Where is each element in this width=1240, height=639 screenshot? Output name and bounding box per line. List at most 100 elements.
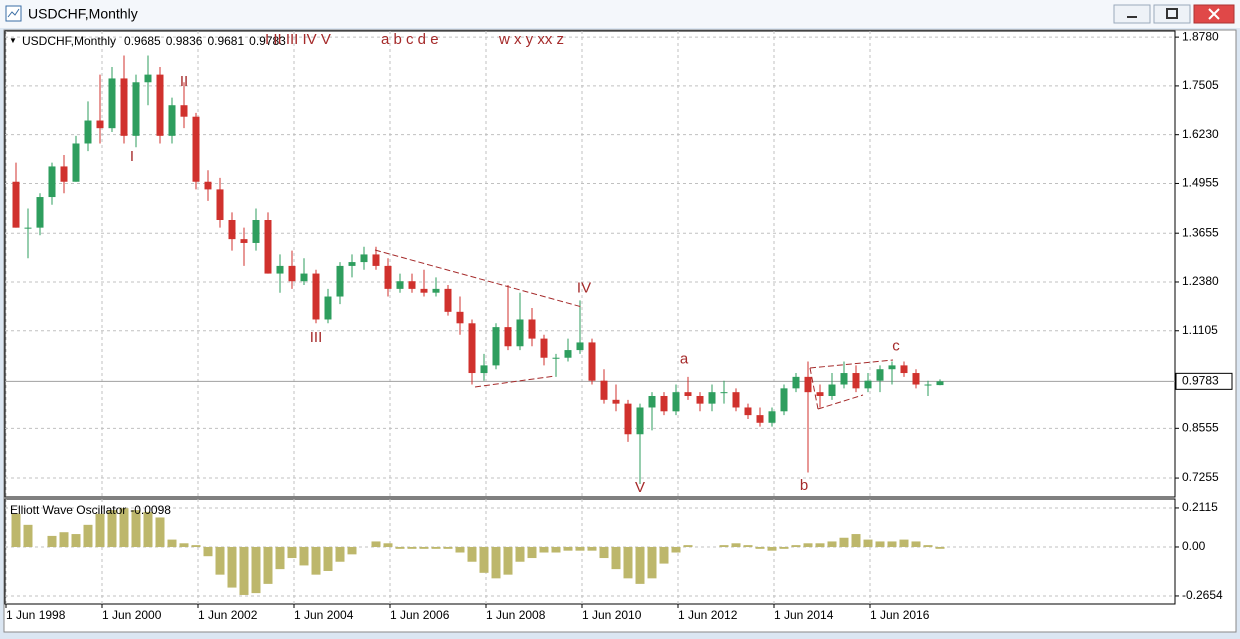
wave-label: IV: [577, 279, 591, 296]
oscillator-bar: [155, 517, 165, 547]
wave-channels: [374, 249, 894, 410]
candle-body: [24, 227, 32, 229]
candle-body: [360, 254, 368, 263]
x-tick-label: 1 Jun 2012: [678, 608, 738, 622]
oscillator-bar: [59, 532, 69, 547]
candle-body: [672, 392, 680, 412]
wave-legend: w x y xx z: [498, 31, 564, 48]
wave-label: V: [635, 479, 645, 496]
candle-body: [744, 407, 752, 416]
candle-body: [132, 82, 140, 136]
candle-body: [60, 166, 68, 182]
oscillator-bar: [47, 535, 57, 547]
oscillator-bar: [347, 546, 357, 555]
y-tick-label: 1.2380: [1182, 274, 1219, 288]
candle-body: [324, 296, 332, 320]
restore-button[interactable]: [1153, 4, 1191, 24]
candle-body: [636, 407, 644, 435]
oscillator-bar: [803, 543, 813, 547]
low-value: 0.9681: [207, 34, 244, 48]
oscillator-bar: [263, 546, 273, 584]
candle-body: [504, 327, 512, 347]
oscillator-bar: [395, 546, 405, 549]
oscillator-bar: [299, 546, 309, 566]
y-tick-label: 0.00: [1182, 539, 1206, 553]
wave-label: II: [180, 73, 188, 90]
oscillator-bar: [23, 524, 33, 547]
wave-label: c: [892, 338, 900, 355]
oscillator-bar: [407, 546, 417, 549]
oscillator-bar: [851, 534, 861, 547]
oscillator-bar: [923, 545, 933, 547]
candle-body: [480, 365, 488, 374]
oscillator-bar: [119, 508, 129, 547]
candle-body: [456, 311, 464, 324]
oscillator-bar: [311, 546, 321, 575]
wave-label: I: [130, 148, 134, 165]
oscillator-bar: [779, 546, 789, 549]
candle-body: [276, 265, 284, 274]
candle-body: [492, 327, 500, 366]
candle-body: [828, 384, 836, 396]
candle-body: [912, 373, 920, 385]
candle-body: [156, 74, 164, 136]
candle-body: [228, 220, 236, 240]
candle-body: [252, 220, 260, 243]
oscillator-bar: [419, 546, 429, 549]
candle-body: [204, 181, 212, 190]
oscillator-bar: [539, 546, 549, 553]
candle-body: [96, 120, 104, 129]
candle-body: [144, 74, 152, 83]
candle-body: [72, 143, 80, 182]
oscillator-bar: [875, 541, 885, 547]
high-value: 0.9836: [166, 34, 203, 48]
candle-body: [192, 116, 200, 182]
window-title: USDCHF,Monthly: [28, 6, 138, 22]
x-tick-label: 1 Jun 2004: [294, 608, 354, 622]
oscillator-bar: [551, 546, 561, 553]
minimize-button[interactable]: [1113, 4, 1151, 24]
oscillator-bar: [731, 543, 741, 547]
title-bar: [0, 0, 1240, 28]
oscillator-bar: [431, 546, 441, 549]
candle-body: [468, 323, 476, 374]
chart-header: USDCHF,Monthly 0.9685 0.9836 0.9681 0.9783: [22, 34, 286, 48]
oscillator-bar: [203, 546, 213, 557]
candle-body: [804, 376, 812, 393]
oscillator-bar: [503, 546, 513, 575]
oscillator-bar: [659, 546, 669, 564]
candle-body: [576, 342, 584, 351]
oscillator-bar: [719, 545, 729, 547]
oscillator-bar: [671, 546, 681, 553]
candle-body: [840, 373, 848, 385]
oscillator-bar: [611, 546, 621, 570]
oscillator-bar: [287, 546, 297, 559]
candle-body: [780, 388, 788, 412]
oscillator-bar: [83, 524, 93, 547]
oscillator-bar: [323, 546, 333, 571]
y-tick-label: 1.1105: [1182, 323, 1218, 337]
oscillator-bar: [935, 546, 945, 549]
candle-body: [444, 288, 452, 312]
oscillator-value: -0.0098: [130, 503, 171, 517]
oscillator-bar: [491, 546, 501, 579]
oscillator-frame: [4, 498, 1176, 605]
main-plot-frame: [4, 30, 1176, 498]
candle-body: [420, 288, 428, 293]
candle-body: [168, 105, 176, 136]
oscillator-bar: [683, 545, 693, 547]
candle-body: [624, 403, 632, 435]
candle-body: [876, 369, 884, 381]
oscillator-bar: [563, 546, 573, 551]
oscillator-bar: [515, 546, 525, 562]
oscillator-bar: [887, 541, 897, 547]
candle-body: [180, 105, 188, 117]
candle-body: [408, 281, 416, 289]
candle-body: [888, 365, 896, 370]
oscillator-bar: [587, 546, 597, 551]
x-tick-label: 1 Jun 2016: [870, 608, 930, 622]
oscillator-bar: [131, 510, 141, 547]
channel-line: [809, 367, 819, 410]
y-tick-label: 0.7255: [1182, 470, 1219, 484]
